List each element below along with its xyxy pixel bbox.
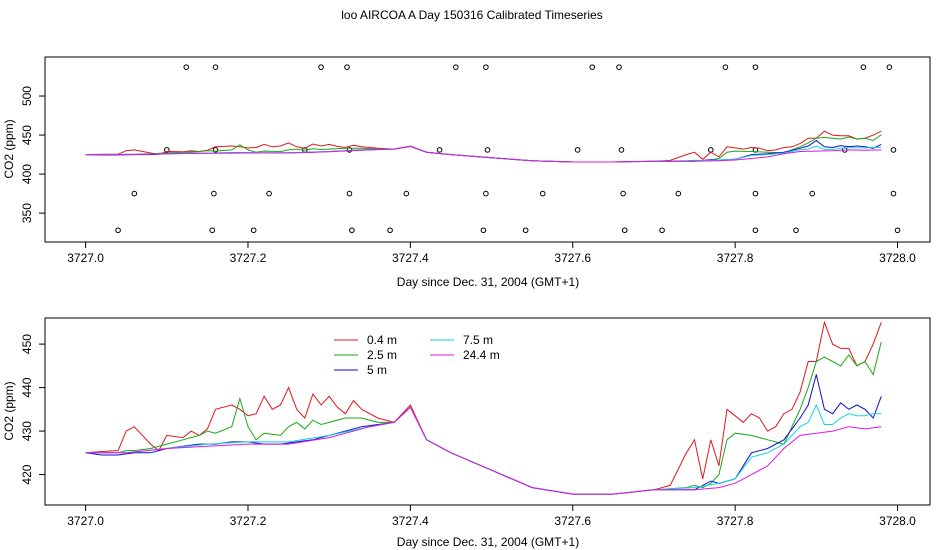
x-tick-label-top: 3728.0 xyxy=(879,251,916,265)
x-tick-label-bottom: 3727.2 xyxy=(230,514,267,528)
series-line-2-5-m xyxy=(85,341,882,495)
x-tick-label-bottom: 3728.0 xyxy=(879,514,916,528)
data-point xyxy=(163,147,170,153)
points-top xyxy=(85,64,901,234)
data-point xyxy=(793,227,799,234)
legend-label: 24.4 m xyxy=(463,348,500,362)
data-point xyxy=(618,147,625,153)
data-point xyxy=(266,190,272,197)
legend-label: 7.5 m xyxy=(463,333,493,347)
x-tick-label-top: 3727.4 xyxy=(392,251,429,265)
data-point xyxy=(574,147,581,153)
legend-label: 0.4 m xyxy=(367,333,397,347)
data-point xyxy=(621,227,628,234)
series-line-24-4-m xyxy=(85,406,882,495)
x-tick-label-top: 3727.2 xyxy=(230,251,267,265)
data-point xyxy=(349,227,355,234)
y-tick-label-bottom: 430 xyxy=(20,421,34,441)
legend-label: 2.5 m xyxy=(367,348,397,362)
axes-bottom: 3727.0 3727.2 3727.4 3727.6 3727.8 3728.0 420 4… xyxy=(20,334,916,528)
data-point xyxy=(659,227,665,234)
data-point xyxy=(453,64,459,70)
y-tick-label-top: 450 xyxy=(20,125,34,145)
data-point xyxy=(589,64,596,70)
y-tick-label-top: 350 xyxy=(20,203,34,223)
axes-top: 3727.0 3727.2 3727.4 3727.6 3727.8 3728.0 350 4… xyxy=(20,86,916,265)
data-point xyxy=(250,227,257,234)
data-point xyxy=(707,147,714,153)
x-tick-label-top: 3727.8 xyxy=(717,251,754,265)
data-point xyxy=(436,147,443,153)
data-point xyxy=(886,64,893,70)
data-point xyxy=(809,190,816,197)
data-point xyxy=(752,64,759,70)
panel-bottom: 3727.0 3727.2 3727.4 3727.6 3727.8 3728.0 420 4… xyxy=(2,317,931,549)
data-point xyxy=(484,147,491,153)
legend-label: 5 m xyxy=(367,363,387,377)
x-tick-label-bottom: 3727.8 xyxy=(717,514,754,528)
data-point xyxy=(894,227,901,234)
data-point xyxy=(183,64,190,70)
y-tick-label-top: 500 xyxy=(20,86,34,106)
data-point xyxy=(318,64,324,70)
y-tick-label-bottom: 440 xyxy=(20,377,34,397)
x-tick-label-bottom: 3727.0 xyxy=(67,514,104,528)
panel-top: 3727.0 3727.2 3727.4 3727.6 3727.8 3728.0 350 4… xyxy=(2,56,931,289)
data-point xyxy=(539,190,546,197)
data-point xyxy=(212,147,219,153)
y-axis-label-bottom: CO2 (ppm) xyxy=(2,381,16,440)
figure-title: loo AIRCOA A Day 150316 Calibrated Times… xyxy=(341,8,602,22)
data-point xyxy=(752,190,759,197)
data-point xyxy=(752,227,759,234)
data-point xyxy=(131,190,138,197)
data-point xyxy=(344,64,350,70)
x-tick-label-bottom: 3727.6 xyxy=(554,514,591,528)
data-point xyxy=(890,147,897,153)
data-point xyxy=(211,190,217,197)
plot-frame-bottom xyxy=(44,317,931,506)
x-axis-label-top: Day since Dec. 31, 2004 (GMT+1) xyxy=(397,275,579,289)
series-line-5-m xyxy=(85,374,882,495)
data-point xyxy=(675,190,682,197)
y-tick-label-bottom: 420 xyxy=(20,464,34,484)
plot-frame-top xyxy=(44,56,931,243)
y-tick-label-top: 400 xyxy=(20,164,34,184)
x-tick-label-bottom: 3727.4 xyxy=(392,514,429,528)
y-tick-label-bottom: 450 xyxy=(20,334,34,354)
y-axis-label-top: CO2 (ppm) xyxy=(2,119,16,178)
data-point xyxy=(480,227,487,234)
data-point xyxy=(522,227,529,234)
data-point xyxy=(346,190,353,197)
x-tick-label-top: 3727.6 xyxy=(554,251,591,265)
data-point xyxy=(403,190,410,197)
data-point xyxy=(115,227,121,234)
data-point xyxy=(483,64,489,70)
x-tick-label-top: 3727.0 xyxy=(67,251,104,265)
data-point xyxy=(860,64,867,70)
data-point xyxy=(387,227,393,234)
series-bottom xyxy=(85,320,882,495)
series-line-top-24-4-m xyxy=(85,145,882,163)
data-point xyxy=(890,190,897,197)
data-point xyxy=(483,190,489,197)
legend: 0.4 m2.5 m5 m 7.5 m24.4 m xyxy=(334,333,500,377)
x-axis-label-bottom: Day since Dec. 31, 2004 (GMT+1) xyxy=(397,535,579,549)
data-point xyxy=(620,190,626,197)
series-line-7-5-m xyxy=(85,403,882,495)
data-point xyxy=(616,64,622,70)
data-point xyxy=(209,227,216,234)
data-point xyxy=(212,64,219,70)
data-point xyxy=(722,64,729,70)
